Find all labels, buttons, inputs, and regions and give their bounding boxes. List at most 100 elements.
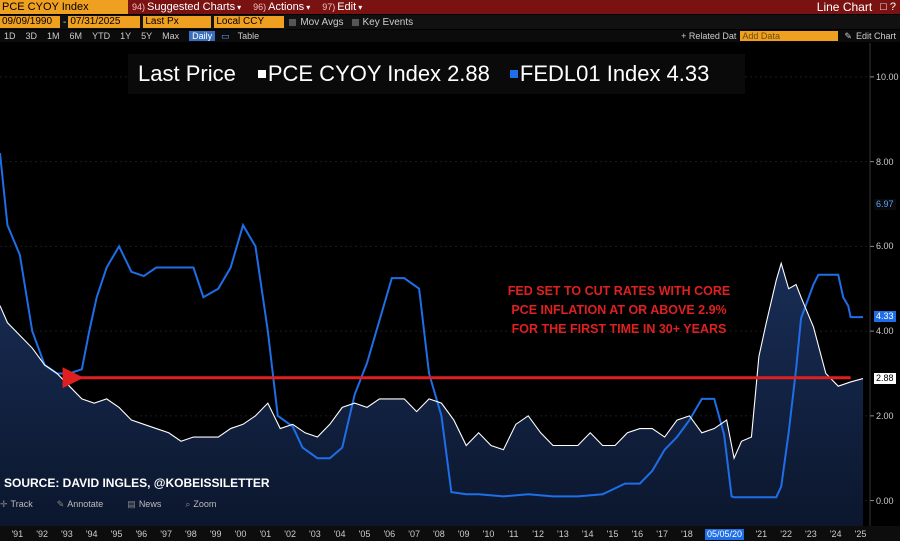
- period-6m[interactable]: 6M: [69, 31, 83, 41]
- zoom-label: Zoom: [193, 498, 217, 509]
- magnifier-icon: ⌕: [185, 498, 191, 509]
- x-tick-label: '05: [358, 529, 371, 539]
- track-label: Track: [10, 498, 33, 509]
- y-tick-label: 0.00: [876, 495, 894, 506]
- value-tag: 6.97: [874, 199, 896, 211]
- x-axis-strip: [0, 526, 900, 541]
- news-icon: ▤: [127, 498, 136, 509]
- x-tick-label: '15: [606, 529, 619, 539]
- date-separator: -: [63, 16, 67, 28]
- menu-number: 94): [132, 2, 146, 12]
- cursor-date-label: 05/05/20: [705, 529, 745, 540]
- annotation-line-1: FED SET TO CUT RATES WITH CORE: [507, 284, 731, 298]
- key-events-checkbox[interactable]: [351, 18, 359, 26]
- price-field-select[interactable]: Last Px: [143, 16, 212, 28]
- crosshair-icon: ✛: [0, 498, 8, 509]
- actions-menu[interactable]: 96) Actions ▾: [249, 1, 318, 13]
- x-tick-label: '09: [457, 529, 470, 539]
- related-data-button[interactable]: + Related Dat: [681, 31, 737, 41]
- x-tick-label: '02: [284, 529, 296, 539]
- table-button[interactable]: Table: [237, 31, 260, 41]
- x-tick-label: '11: [507, 529, 519, 539]
- currency-select[interactable]: Local CCY: [214, 16, 285, 28]
- period-1y[interactable]: 1Y: [120, 31, 132, 41]
- x-tick-label: '06: [383, 529, 396, 539]
- y-tick-label: 8.00: [876, 156, 894, 167]
- legend-title: Last Price: [138, 61, 236, 86]
- window-controls[interactable]: □ ?: [880, 1, 896, 13]
- mov-avgs-checkbox[interactable]: [289, 18, 297, 26]
- annotation-line-2: PCE INFLATION AT OR ABOVE 2.9%: [511, 303, 727, 317]
- edit-menu[interactable]: 97) Edit ▾: [318, 1, 370, 13]
- zoom-button[interactable]: ⌕ Zoom: [185, 499, 228, 510]
- pce-area-fill: [0, 263, 864, 526]
- value-tag: 4.33: [874, 311, 896, 323]
- x-tick-label: '96: [135, 529, 148, 539]
- price-chart[interactable]: [0, 43, 900, 541]
- annotate-button[interactable]: ✎ Annotate: [57, 499, 116, 510]
- menu-label: Edit: [337, 1, 357, 13]
- x-tick-label: '07: [408, 529, 420, 539]
- x-tick-label: '00: [234, 529, 247, 539]
- x-tick-label: '93: [61, 529, 73, 539]
- legend-value-pce: 2.88: [447, 61, 490, 86]
- x-tick-label: '22: [780, 529, 792, 539]
- chevron-down-icon: ▾: [358, 2, 363, 12]
- legend-swatch-pce: [257, 70, 266, 78]
- x-tick-label: '97: [160, 529, 172, 539]
- period-5y[interactable]: 5Y: [141, 31, 153, 41]
- bottom-toolbar: ✛ Track ✎ Annotate ▤ News ⌕ Zoom: [0, 498, 240, 510]
- add-data-input[interactable]: Add Data: [740, 31, 839, 41]
- x-tick-label: '18: [681, 529, 693, 539]
- annotate-label: Annotate: [67, 498, 104, 509]
- chevron-down-icon: ▾: [306, 2, 311, 12]
- legend-swatch-fed: [509, 70, 518, 78]
- x-tick-label: '23: [805, 529, 817, 539]
- settings-bar: 09/09/1990 - 07/31/2025 Last Px Local CC…: [0, 15, 900, 29]
- x-tick-label: '08: [433, 529, 445, 539]
- frequency-select[interactable]: Daily: [189, 31, 216, 41]
- news-button[interactable]: ▤ News: [127, 499, 173, 510]
- x-tick-label: '99: [209, 529, 222, 539]
- annotation-line-3: FOR THE FIRST TIME IN 30+ YEARS: [511, 322, 727, 336]
- fedl01-series-line: [0, 153, 864, 499]
- y-tick-label: 2.00: [876, 410, 894, 421]
- x-tick-label: '91: [11, 529, 24, 539]
- x-tick-label: '98: [185, 529, 197, 539]
- x-tick-label: '01: [259, 529, 272, 539]
- x-tick-label: '03: [309, 529, 321, 539]
- ticker-field[interactable]: PCE CYOY Index: [0, 0, 128, 14]
- end-date-field[interactable]: 07/31/2025: [68, 16, 141, 28]
- mov-avgs-label: Mov Avgs: [300, 16, 344, 28]
- menu-number: 96): [253, 2, 267, 12]
- pencil-icon[interactable]: ✎: [844, 30, 852, 41]
- chart-type-title: Line Chart: [816, 0, 873, 14]
- x-tick-label: '25: [854, 529, 867, 539]
- chart-annotation: FED SET TO CUT RATES WITH CORE PCE INFLA…: [478, 282, 760, 339]
- x-tick-label: '95: [110, 529, 123, 539]
- period-bar: 1D 3D 1M 6M YTD 1Y 5Y Max Daily ▭ Table …: [0, 30, 900, 42]
- y-tick-label: 4.00: [876, 326, 894, 337]
- start-date-field[interactable]: 09/09/1990: [0, 16, 60, 28]
- pencil-icon: ✎: [56, 498, 65, 509]
- value-tag: 2.88: [874, 372, 896, 384]
- chart-style-icon[interactable]: ▭: [221, 30, 230, 41]
- period-1d[interactable]: 1D: [4, 31, 16, 41]
- edit-chart-button[interactable]: Edit Chart: [855, 31, 896, 41]
- period-ytd[interactable]: YTD: [92, 31, 111, 41]
- x-tick-label: '14: [581, 529, 594, 539]
- period-3d[interactable]: 3D: [25, 31, 38, 41]
- suggested-charts-menu[interactable]: 94) Suggested Charts ▾: [128, 1, 249, 13]
- x-tick-label: '21: [755, 529, 768, 539]
- x-tick-label: '10: [482, 529, 495, 539]
- y-tick-label: 6.00: [876, 241, 894, 252]
- x-tick-label: '94: [85, 529, 98, 539]
- top-menu-bar: PCE CYOY Index 94) Suggested Charts ▾ 96…: [0, 0, 900, 14]
- news-label: News: [138, 498, 162, 509]
- y-axis-ticks: [870, 76, 874, 502]
- period-max[interactable]: Max: [162, 31, 180, 41]
- x-tick-label: '13: [557, 529, 569, 539]
- period-1m[interactable]: 1M: [47, 31, 60, 41]
- track-button[interactable]: ✛ Track: [0, 499, 45, 510]
- source-credit: SOURCE: DAVID INGLES, @KOBEISSILETTER: [4, 476, 270, 490]
